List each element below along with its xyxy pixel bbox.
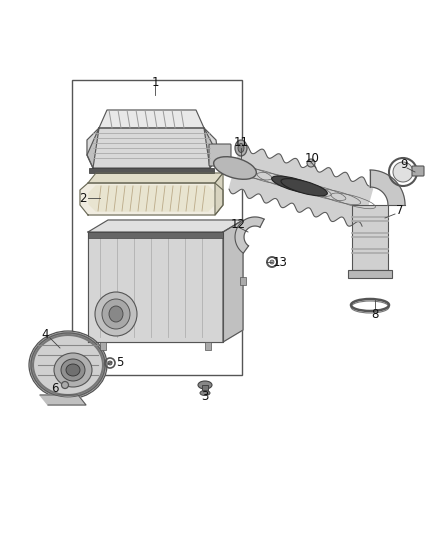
Text: 10: 10: [304, 151, 319, 165]
Text: 5: 5: [117, 356, 124, 368]
Ellipse shape: [61, 359, 85, 381]
FancyBboxPatch shape: [412, 166, 424, 176]
Text: 6: 6: [51, 382, 59, 394]
Text: 2: 2: [79, 191, 87, 205]
Circle shape: [108, 361, 112, 365]
Text: 13: 13: [272, 255, 287, 269]
Text: 7: 7: [396, 205, 404, 217]
Polygon shape: [40, 395, 86, 405]
Bar: [100, 342, 106, 350]
Circle shape: [61, 382, 68, 389]
Circle shape: [393, 162, 413, 182]
Text: 4: 4: [41, 327, 49, 341]
Ellipse shape: [214, 157, 256, 179]
Text: 8: 8: [371, 308, 379, 320]
Text: 12: 12: [230, 217, 246, 230]
Bar: [89, 168, 214, 173]
Ellipse shape: [281, 179, 327, 196]
FancyBboxPatch shape: [209, 144, 231, 166]
Ellipse shape: [54, 353, 92, 387]
Bar: [202, 385, 208, 393]
Text: 11: 11: [233, 136, 248, 149]
Polygon shape: [80, 183, 223, 215]
Text: 3: 3: [201, 391, 208, 403]
Polygon shape: [229, 144, 374, 226]
Bar: [88, 232, 223, 238]
Text: 1: 1: [151, 76, 159, 88]
Polygon shape: [235, 217, 264, 253]
Ellipse shape: [66, 364, 80, 376]
Polygon shape: [223, 220, 243, 342]
Bar: [72, 80, 242, 375]
Ellipse shape: [238, 143, 244, 152]
Polygon shape: [88, 173, 223, 183]
Text: 9: 9: [400, 158, 408, 172]
Ellipse shape: [272, 176, 318, 193]
Polygon shape: [370, 170, 405, 205]
Polygon shape: [87, 128, 218, 168]
Bar: [240, 277, 246, 285]
Circle shape: [307, 159, 315, 167]
Ellipse shape: [102, 299, 130, 329]
Polygon shape: [204, 128, 218, 168]
Polygon shape: [89, 186, 215, 211]
Polygon shape: [87, 128, 99, 168]
Ellipse shape: [200, 391, 210, 395]
Polygon shape: [88, 220, 243, 232]
Bar: [348, 270, 392, 278]
Ellipse shape: [235, 140, 247, 156]
Ellipse shape: [198, 381, 212, 389]
Ellipse shape: [29, 331, 107, 399]
Polygon shape: [99, 110, 204, 128]
Circle shape: [270, 260, 274, 264]
Bar: [205, 342, 211, 350]
Ellipse shape: [109, 306, 123, 322]
Bar: [352, 205, 388, 270]
Polygon shape: [215, 173, 223, 215]
Ellipse shape: [95, 292, 137, 336]
Polygon shape: [88, 232, 223, 342]
